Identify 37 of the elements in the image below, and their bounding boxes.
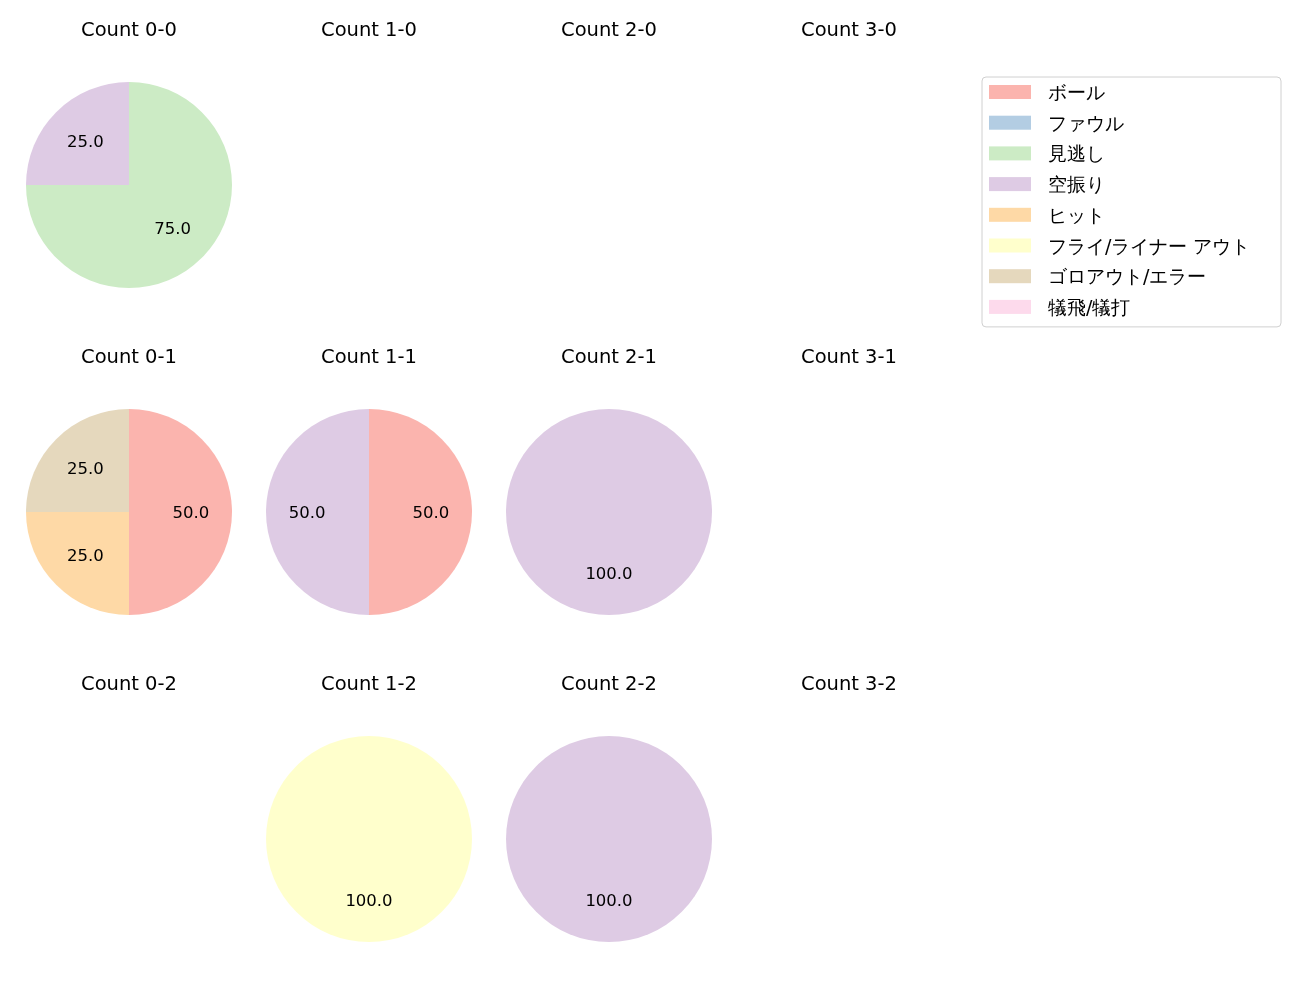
- legend-label: 空振り: [1048, 173, 1105, 196]
- pie-slice: [26, 512, 129, 615]
- chart-title: Count 2-2: [561, 671, 657, 695]
- chart-title: Count 0-1: [81, 344, 177, 368]
- text: Count 3-0: [801, 17, 897, 41]
- legend-label: ヒット: [1048, 203, 1105, 226]
- text: Count 1-0: [321, 17, 417, 41]
- data-label: 25.0: [66, 458, 104, 478]
- chart-title: Count 1-2: [321, 671, 417, 695]
- pie-slice: [129, 409, 232, 615]
- text: Count 3-2: [801, 671, 897, 695]
- chart-title: Count 0-0: [81, 17, 177, 41]
- legend-label: フライ/ライナー アウト: [1048, 234, 1251, 257]
- pie-slice: [369, 409, 472, 615]
- text: Count 3-1: [801, 344, 897, 368]
- data-label: 75.0: [154, 219, 192, 239]
- data-label: 25.0: [66, 131, 104, 151]
- legend-label: 犠飛/犠打: [1048, 295, 1131, 318]
- pie-slice: [26, 82, 232, 288]
- data-label: 25.0: [66, 546, 104, 566]
- data-label: 50.0: [288, 502, 326, 522]
- data-label: 100.0: [585, 891, 633, 911]
- data-label: 100.0: [585, 564, 633, 584]
- chart-title: Count 1-1: [321, 344, 417, 368]
- pie-slice: [26, 409, 129, 512]
- pie-slice: [26, 82, 129, 185]
- text: Count 0-2: [81, 671, 177, 695]
- legend-label: 見逃し: [1048, 142, 1105, 165]
- legend-label: ゴロアウト/エラー: [1048, 265, 1207, 288]
- legend-label: ボール: [1048, 81, 1105, 103]
- chart-title: Count 2-1: [561, 344, 657, 368]
- text: Count 2-0: [561, 17, 657, 41]
- data-label: 50.0: [172, 502, 210, 522]
- pie-slice: [266, 409, 369, 615]
- data-label: 100.0: [345, 891, 393, 911]
- data-label: 50.0: [412, 502, 450, 522]
- legend-label: ファウル: [1048, 111, 1124, 134]
